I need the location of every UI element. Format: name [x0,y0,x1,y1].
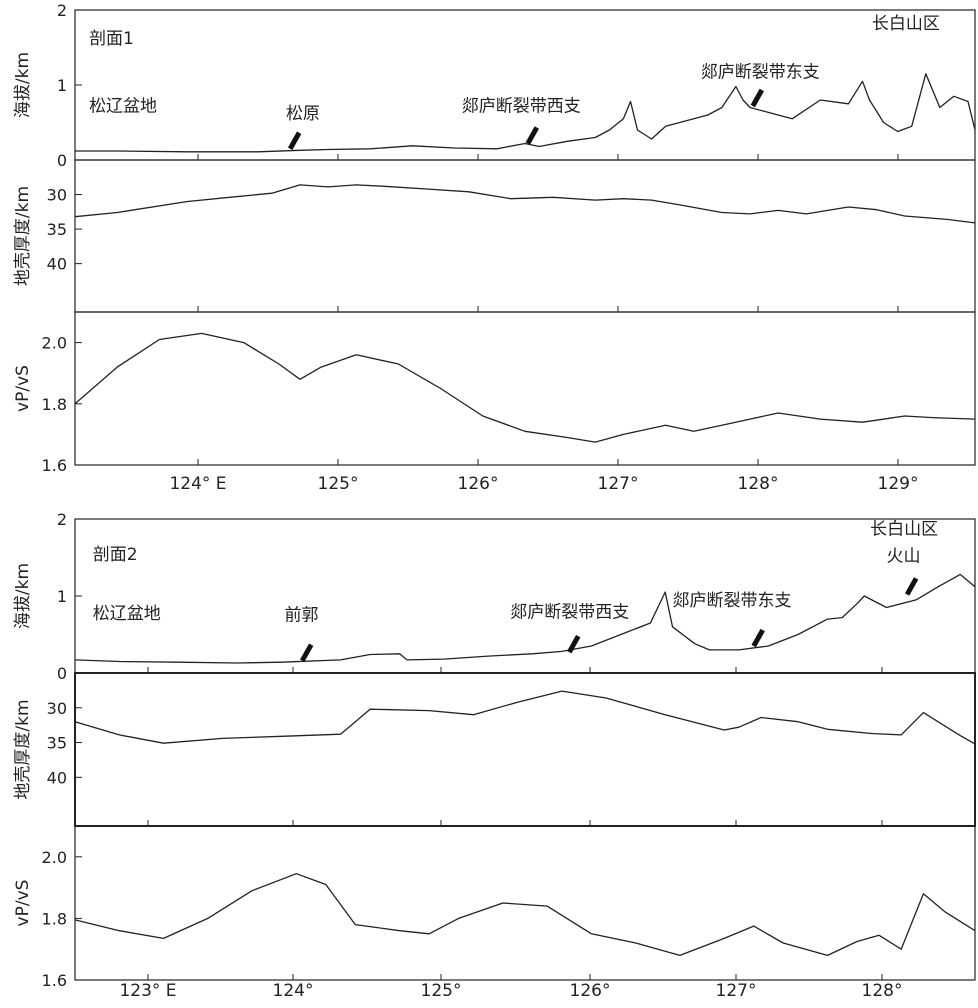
y-tick-label: 1 [57,76,67,95]
y-tick-label: 2.0 [42,334,67,353]
panel-frame [74,518,976,674]
y-tick-label: 1 [57,587,67,606]
location-marker [751,628,765,648]
y-tick-label: 30 [47,699,67,718]
location-marker [300,643,314,662]
x-tick-label: 123° E [119,981,176,1001]
panel-1-3: 1.6 1.8 2.0 vP/vS [13,311,976,475]
y-tick-label: 0 [57,151,67,170]
panel-frame [74,159,976,313]
y-tick-label: 30 [47,186,67,205]
annotation-label: 郯庐断裂带西支 [510,603,629,623]
y-tick-label: 1.6 [42,456,67,475]
y-axis-label: vP/vS [13,365,33,412]
annotation-label: 郯庐断裂带东支 [701,63,820,83]
y-axis-label: 海拔/km [13,52,33,118]
annotation-label: 前郭 [285,606,319,626]
series-line [74,184,976,224]
x-tick-label: 127° [598,474,639,494]
y-tick-label: 35 [47,734,67,753]
panel-frame [74,9,976,161]
panel-frame [74,672,976,827]
x-tick-label: 125° [421,981,462,1001]
panel-frame [74,311,976,466]
annotation-label: 郯庐断裂带东支 [673,591,792,611]
series-line [74,573,976,664]
annotation-label: 松辽盆地 [89,96,157,116]
annotation-label: 长白山区 [870,519,938,539]
y-tick-label: 2 [57,1,67,20]
x-tick-label: 124° E [169,474,226,494]
y-tick-label: 2.0 [42,848,67,867]
panel-frame [74,825,976,981]
y-tick-label: 1.8 [42,909,67,928]
annotation-label: 火山 [886,546,920,566]
location-marker [750,88,764,108]
y-tick-label: 35 [47,220,67,239]
y-tick-label: 40 [47,768,67,787]
x-tick-label: 128° [738,474,779,494]
panel-1-2: 30 35 40 地壳厚度/km [13,159,976,313]
x-tick-label: 126° [458,474,499,494]
y-tick-label: 1.6 [42,971,67,990]
location-marker [525,126,539,145]
x-tick-label: 129° [878,474,919,494]
x-tick-label: 126° [570,981,611,1001]
series-line [74,873,976,957]
x-tick-label: 125° [318,474,359,494]
location-marker [904,577,919,596]
series-line [75,73,976,153]
annotation-label: 剖面2 [93,545,138,565]
y-tick-label: 1.8 [42,395,67,414]
x-tick-label: 128° [862,981,903,1001]
annotation-label: 松原 [286,104,320,124]
y-axis-label: 海拔/km [13,563,33,629]
panel-2-3: 1.6 1.8 2.0 vP/vS [13,825,976,990]
location-marker [287,131,302,150]
series-line [74,332,976,443]
y-axis-label: vP/vS [13,880,33,927]
x-tick-label: 124° [273,981,314,1001]
panel-2-2: 30 35 40 地壳厚度/km [13,672,976,827]
y-tick-label: 40 [47,255,67,274]
y-axis-label: 地壳厚度/km [13,699,33,799]
annotation-label: 郯庐断裂带西支 [462,96,581,116]
annotation-label: 剖面1 [89,29,134,49]
y-tick-label: 2 [57,510,67,529]
series-line [74,690,976,745]
x-tick-label: 127° [716,981,757,1001]
y-axis-label: 地壳厚度/km [13,186,33,286]
annotation-label: 长白山区 [872,14,940,34]
location-marker [567,634,581,654]
y-tick-label: 0 [57,664,67,683]
annotation-label: 松辽盆地 [93,604,161,624]
